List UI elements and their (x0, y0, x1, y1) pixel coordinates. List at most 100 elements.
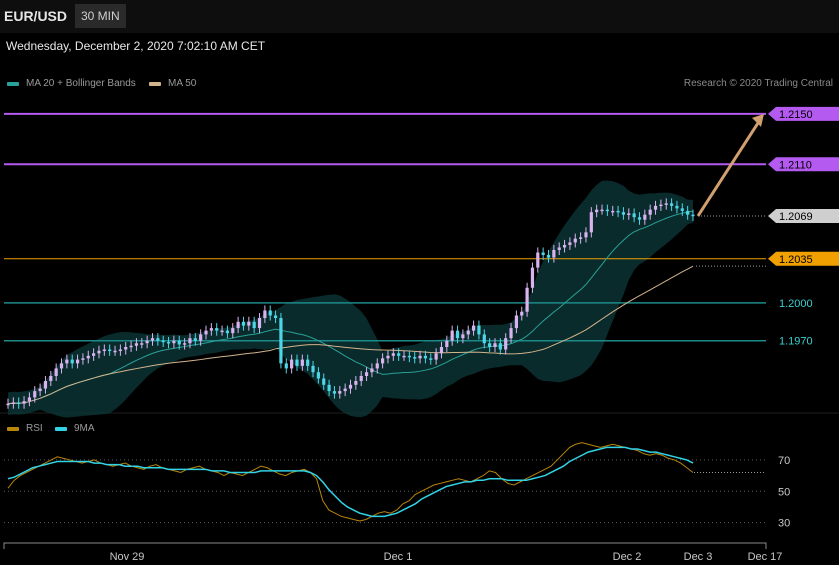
candle-body (611, 210, 615, 213)
level-label-1.1970: 1.1970 (779, 336, 813, 348)
bollinger-band (8, 180, 693, 418)
rsi-tick-70: 70 (778, 455, 790, 467)
candle-body (573, 238, 577, 243)
candle-body (514, 315, 518, 329)
candle-body (49, 375, 53, 382)
candle-body (546, 255, 551, 258)
x-tick-label: Dec 2 (613, 551, 642, 563)
forecast-arrow (696, 119, 762, 217)
candle-body (177, 340, 181, 345)
candle-body (343, 388, 347, 392)
candle-body (557, 247, 561, 250)
legend-rsi-swatch (7, 426, 19, 431)
legend-ma50[interactable]: MA 50 (149, 78, 196, 89)
legend-ma50-label: MA 50 (168, 78, 197, 89)
candle-body (562, 244, 567, 248)
level-label-1.2035: 1.2035 (779, 254, 813, 266)
candle-body (605, 209, 609, 212)
candle-body (225, 330, 230, 334)
candle-body (584, 232, 588, 238)
candle-body (279, 318, 283, 364)
candle-body (188, 338, 192, 344)
candle-body (322, 378, 326, 385)
candle-body (236, 321, 240, 329)
candle-body (316, 372, 320, 379)
candle-body (268, 310, 272, 316)
candle-body (284, 363, 288, 369)
time-scrollbar[interactable] (3, 542, 767, 549)
candle-body (525, 287, 529, 312)
candle-body (54, 368, 58, 376)
candle-body (27, 397, 32, 402)
candle-body (252, 321, 256, 329)
candle-body (386, 355, 390, 359)
candle-body (166, 341, 171, 344)
candle-body (552, 249, 556, 258)
candle-body (75, 359, 80, 364)
candle-body (675, 205, 679, 209)
legend-rsi-label: RSI (26, 423, 43, 434)
candle-body (199, 334, 203, 341)
candle-body (140, 343, 144, 345)
candle-body (434, 353, 438, 360)
rsi-tick-30: 30 (778, 518, 790, 530)
candle-body (113, 350, 117, 353)
candle-body (81, 358, 85, 360)
candle-body (231, 328, 235, 334)
candle-body (92, 353, 96, 356)
candle-body (364, 372, 369, 376)
candle-body (150, 338, 155, 341)
candle-body (86, 355, 90, 359)
candle-body (648, 209, 652, 215)
candle-body (129, 345, 133, 348)
candle-body (215, 328, 219, 331)
candle-body (595, 209, 599, 213)
candle-body (493, 343, 497, 347)
ma20-line (7, 210, 694, 405)
candle-body (643, 214, 647, 220)
candle-body (156, 338, 160, 341)
candle-body (504, 338, 508, 350)
candle-body (263, 310, 267, 319)
candle-body (632, 213, 636, 218)
candle-body (348, 384, 353, 389)
candle-body (204, 330, 208, 335)
legend-9ma[interactable]: 9MA (55, 423, 95, 434)
x-tick-label: Nov 29 (110, 551, 145, 563)
candle-body (327, 384, 331, 392)
level-label-1.2110: 1.2110 (779, 159, 812, 171)
legend-ma20[interactable]: MA 20 + Bollinger Bands (7, 78, 136, 89)
candle-body (134, 343, 139, 346)
candle-body (541, 252, 545, 256)
candle-body (461, 334, 465, 339)
candle-body (11, 402, 15, 404)
candle-body (664, 203, 668, 205)
candle-body (429, 358, 433, 360)
interval-button[interactable]: 30 MIN (75, 4, 126, 28)
candle-body (600, 209, 604, 212)
level-tag-1.2150 (768, 106, 839, 121)
candle-body (17, 402, 21, 404)
candle-body (413, 357, 417, 359)
candle-body (653, 205, 658, 210)
candle-body (209, 328, 213, 331)
candle-body (290, 359, 294, 369)
candle-body (568, 242, 572, 245)
level-label-1.2000: 1.2000 (779, 298, 813, 310)
level-tag-1.2035 (768, 251, 839, 266)
rsi-ma-line (7, 446, 694, 518)
candle-body (22, 401, 26, 404)
candle-body (589, 212, 593, 233)
candle-body (439, 347, 444, 354)
legend-9ma-label: 9MA (74, 423, 95, 434)
candle-body (637, 217, 642, 220)
candle-body (450, 330, 454, 341)
legend-ma50-swatch (149, 81, 161, 86)
legend-9ma-swatch (55, 426, 67, 431)
candle-body (418, 355, 422, 359)
legend-rsi[interactable]: RSI (7, 423, 43, 434)
candle-body (466, 330, 470, 335)
candle-body (445, 340, 449, 347)
level-label-1.2150: 1.2150 (779, 109, 813, 121)
